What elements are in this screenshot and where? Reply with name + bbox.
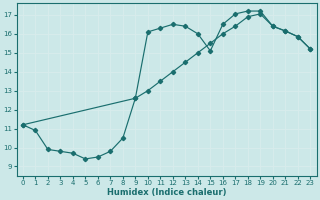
X-axis label: Humidex (Indice chaleur): Humidex (Indice chaleur) [107,188,226,197]
